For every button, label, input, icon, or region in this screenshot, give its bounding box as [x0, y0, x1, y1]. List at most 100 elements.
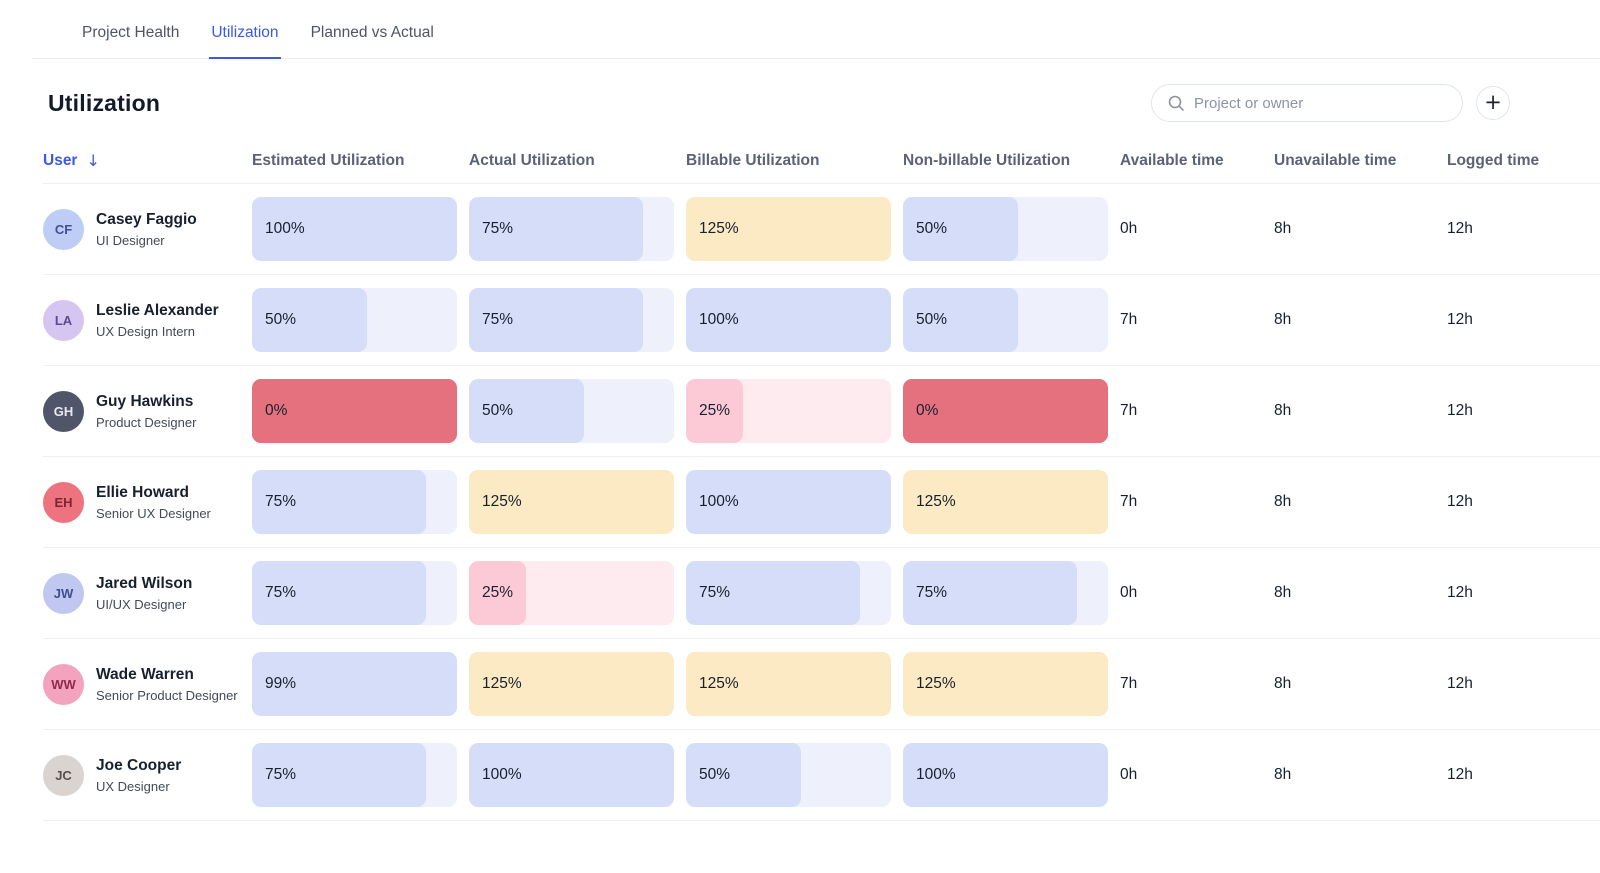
add-button[interactable]: + — [1476, 86, 1510, 120]
estimated-utilization-cell: 50% — [252, 288, 469, 352]
table-row[interactable]: LA Leslie Alexander UX Design Intern 50%… — [43, 275, 1600, 366]
avatar: GH — [43, 390, 84, 432]
utilization-value: 125% — [482, 493, 522, 510]
utilization-value: 75% — [265, 766, 297, 783]
utilization-bar-fill — [686, 743, 801, 807]
utilization-bar-fill — [252, 561, 427, 625]
utilization-value: 100% — [699, 493, 739, 510]
utilization-bar-fill — [252, 288, 367, 352]
user-name: Joe Cooper — [96, 756, 182, 774]
utilization-value: 125% — [699, 220, 739, 237]
utilization-value: 99% — [265, 675, 297, 692]
avatar-initials: JC — [55, 767, 72, 783]
user-cell[interactable]: JC Joe Cooper UX Designer — [43, 754, 252, 796]
table-row[interactable]: CF Casey Faggio UI Designer 100% 75% 125… — [43, 184, 1600, 275]
avatar-initials: EH — [54, 494, 73, 510]
column-header-unavailable-time: Unavailable time — [1274, 151, 1397, 169]
utilization-bar-fill — [252, 470, 427, 534]
available-time-cell: 7h — [1120, 311, 1138, 328]
billable-utilization-cell: 50% — [686, 743, 903, 807]
utilization-bar: 100% — [686, 288, 891, 352]
non-billable-utilization-cell: 125% — [903, 652, 1120, 716]
table-row[interactable]: GH Guy Hawkins Product Designer 0% 50% 2… — [43, 366, 1600, 457]
utilization-bar: 125% — [903, 652, 1108, 716]
billable-utilization-cell: 125% — [686, 652, 903, 716]
available-time-cell: 7h — [1120, 402, 1138, 419]
utilization-bar: 25% — [686, 379, 891, 443]
utilization-bar-fill — [686, 561, 861, 625]
utilization-value: 125% — [482, 675, 522, 692]
utilization-bar: 50% — [252, 288, 457, 352]
utilization-bar-fill — [903, 561, 1078, 625]
logged-time-cell: 12h — [1447, 584, 1473, 601]
utilization-bar: 75% — [903, 561, 1108, 625]
estimated-utilization-cell: 75% — [252, 561, 469, 625]
user-name: Guy Hawkins — [96, 392, 194, 410]
utilization-bar: 125% — [903, 470, 1108, 534]
utilization-bar: 100% — [903, 743, 1108, 807]
utilization-bar: 50% — [903, 197, 1108, 261]
utilization-bar: 75% — [252, 561, 457, 625]
user-cell[interactable]: LA Leslie Alexander UX Design Intern — [43, 299, 252, 341]
utilization-value: 100% — [482, 766, 522, 783]
user-cell[interactable]: JW Jared Wilson UI/UX Designer — [43, 572, 252, 614]
table-row[interactable]: WW Wade Warren Senior Product Designer 9… — [43, 639, 1600, 730]
utilization-bar-fill — [252, 652, 457, 716]
table-row[interactable]: EH Ellie Howard Senior UX Designer 75% 1… — [43, 457, 1600, 548]
actual-utilization-cell: 100% — [469, 743, 686, 807]
non-billable-utilization-cell: 75% — [903, 561, 1120, 625]
user-role: UI/UX Designer — [96, 596, 187, 612]
utilization-bar: 75% — [252, 470, 457, 534]
non-billable-utilization-cell: 0% — [903, 379, 1120, 443]
user-role: UX Design Intern — [96, 323, 195, 339]
utilization-value: 75% — [265, 584, 297, 601]
available-time-cell: 7h — [1120, 675, 1138, 692]
table-row[interactable]: JC Joe Cooper UX Designer 75% 100% 50% — [43, 730, 1600, 821]
avatar-initials: GH — [53, 403, 74, 419]
column-header-user[interactable]: User ↓ — [43, 151, 100, 170]
utilization-bar-fill — [686, 288, 891, 352]
unavailable-time-cell: 8h — [1274, 675, 1292, 692]
utilization-bar-fill — [686, 197, 891, 261]
tab-planned-vs-actual[interactable]: Planned vs Actual — [310, 24, 434, 41]
billable-utilization-cell: 75% — [686, 561, 903, 625]
utilization-value: 100% — [699, 311, 739, 328]
utilization-bar-fill — [252, 197, 457, 261]
non-billable-utilization-cell: 125% — [903, 470, 1120, 534]
billable-utilization-cell: 100% — [686, 288, 903, 352]
utilization-bar-fill — [469, 743, 674, 807]
table-row[interactable]: JW Jared Wilson UI/UX Designer 75% 25% 7… — [43, 548, 1600, 639]
user-cell[interactable]: EH Ellie Howard Senior UX Designer — [43, 481, 252, 523]
utilization-bar-fill — [903, 379, 1108, 443]
tab-utilization[interactable]: Utilization — [209, 24, 281, 59]
utilization-bar: 75% — [686, 561, 891, 625]
avatar: LA — [43, 299, 84, 341]
tab-project-health[interactable]: Project Health — [82, 24, 180, 41]
utilization-bar: 125% — [469, 470, 674, 534]
utilization-value: 75% — [699, 584, 731, 601]
utilization-bar-fill — [903, 743, 1108, 807]
actual-utilization-cell: 125% — [469, 470, 686, 534]
avatar: EH — [43, 481, 84, 523]
user-name: Jared Wilson — [96, 574, 193, 592]
column-header-actual-utilization: Actual Utilization — [469, 151, 595, 169]
utilization-bar: 25% — [469, 561, 674, 625]
user-cell[interactable]: CF Casey Faggio UI Designer — [43, 208, 252, 250]
available-time-cell: 0h — [1120, 220, 1138, 237]
utilization-bar-fill — [469, 379, 584, 443]
utilization-bar: 0% — [252, 379, 457, 443]
utilization-bar-fill — [469, 561, 527, 625]
user-cell[interactable]: GH Guy Hawkins Product Designer — [43, 390, 252, 432]
column-header-available-time: Available time — [1120, 151, 1224, 169]
estimated-utilization-cell: 100% — [252, 197, 469, 261]
column-header-estimated-utilization: Estimated Utilization — [252, 151, 405, 169]
utilization-value: 25% — [482, 584, 514, 601]
search-input[interactable] — [1194, 94, 1447, 112]
page-title: Utilization — [48, 89, 161, 116]
utilization-bar: 75% — [252, 743, 457, 807]
user-cell[interactable]: WW Wade Warren Senior Product Designer — [43, 663, 252, 705]
tab-bar: Project Health Utilization Planned vs Actu… — [32, 0, 1600, 59]
search-box[interactable] — [1151, 84, 1463, 122]
unavailable-time-cell: 8h — [1274, 311, 1292, 328]
actual-utilization-cell: 125% — [469, 652, 686, 716]
